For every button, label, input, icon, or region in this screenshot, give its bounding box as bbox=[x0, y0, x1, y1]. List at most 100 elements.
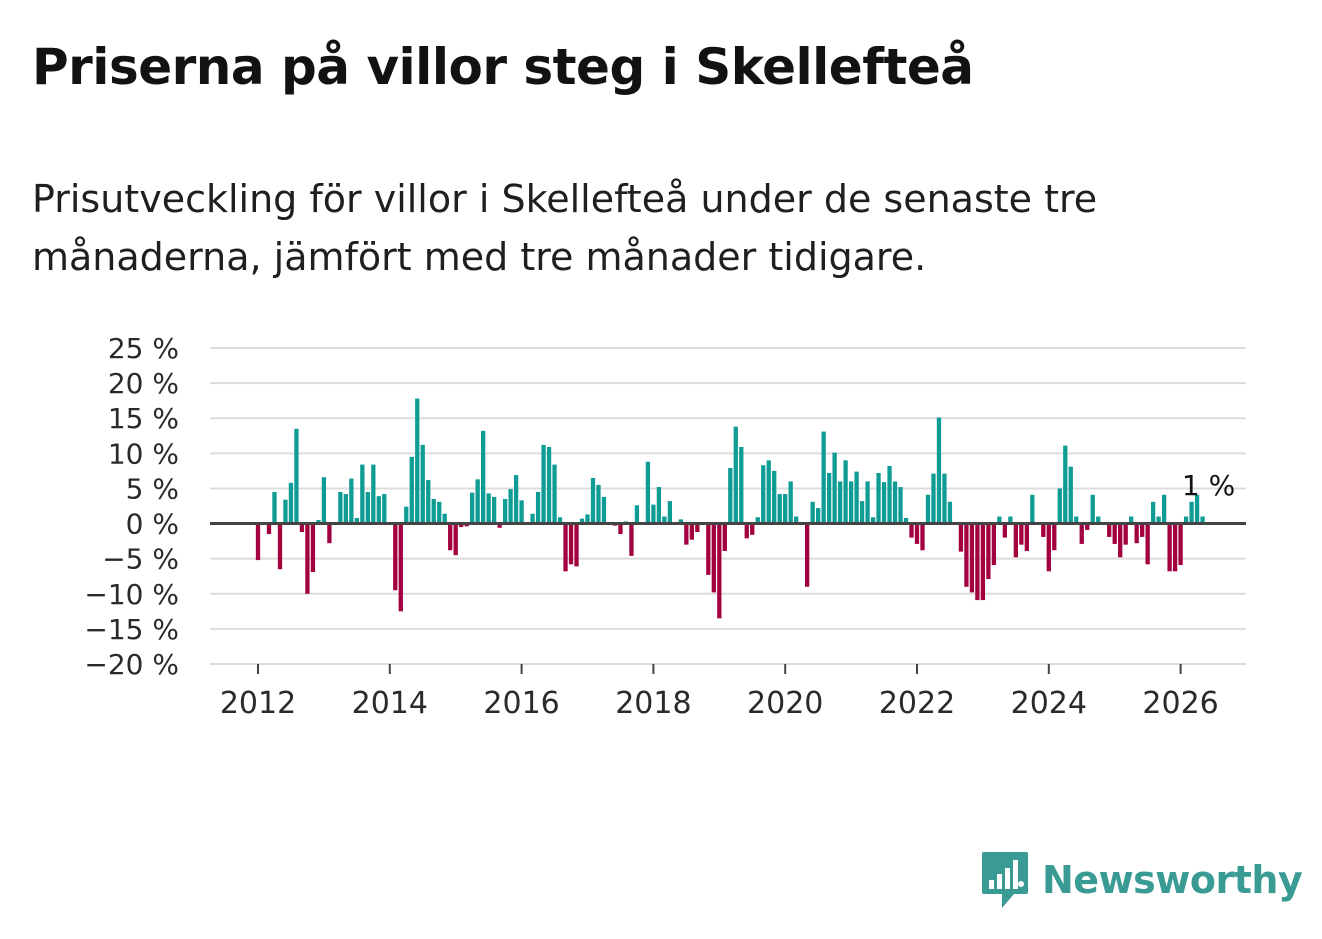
bar bbox=[997, 516, 1002, 524]
bar bbox=[486, 493, 491, 524]
bar bbox=[360, 464, 365, 524]
bar bbox=[1079, 523, 1084, 544]
bar bbox=[546, 447, 552, 524]
bar bbox=[1183, 516, 1189, 524]
bar bbox=[299, 523, 305, 532]
bar bbox=[579, 518, 585, 524]
bar bbox=[382, 494, 387, 524]
bar bbox=[1194, 494, 1200, 524]
x-tick-label: 2026 bbox=[1142, 686, 1218, 721]
chart-subtitle: Prisutveckling för villor i Skellefteå u… bbox=[32, 177, 1098, 279]
bar bbox=[805, 523, 810, 587]
bar bbox=[772, 470, 777, 524]
bar bbox=[305, 523, 310, 594]
x-tick-label: 2024 bbox=[1011, 686, 1087, 721]
bar bbox=[903, 517, 909, 524]
bar bbox=[848, 481, 854, 524]
bar bbox=[1085, 523, 1090, 530]
bar bbox=[722, 523, 727, 551]
bar bbox=[826, 473, 832, 524]
bar bbox=[1013, 523, 1018, 558]
bar bbox=[755, 517, 760, 524]
bar bbox=[497, 523, 502, 528]
bar bbox=[1046, 523, 1051, 572]
bar bbox=[678, 519, 683, 524]
bar bbox=[519, 500, 524, 524]
bar bbox=[255, 523, 261, 561]
bar bbox=[393, 523, 398, 591]
bar bbox=[645, 461, 651, 524]
bar bbox=[618, 523, 623, 535]
x-tick-label: 2020 bbox=[747, 686, 823, 721]
bar bbox=[667, 501, 673, 524]
bar bbox=[437, 501, 442, 524]
bar bbox=[321, 477, 327, 524]
bar bbox=[821, 431, 826, 524]
bar bbox=[343, 494, 349, 524]
y-tick-label: 25 % bbox=[108, 332, 179, 365]
bar bbox=[283, 499, 288, 524]
bar bbox=[601, 496, 607, 524]
x-tick-label: 2014 bbox=[352, 686, 428, 721]
bar bbox=[541, 444, 546, 524]
bar bbox=[1063, 445, 1068, 524]
brand-name: Newsworthy bbox=[1042, 858, 1303, 902]
bar bbox=[739, 447, 744, 524]
bar bbox=[1156, 516, 1161, 524]
bar bbox=[1140, 523, 1145, 537]
bar bbox=[1024, 523, 1029, 551]
x-tick-label: 2018 bbox=[615, 686, 691, 721]
y-tick-label: 15 % bbox=[108, 402, 179, 435]
bar bbox=[656, 487, 662, 524]
bar bbox=[980, 523, 986, 601]
bar bbox=[585, 514, 590, 524]
bar bbox=[689, 523, 694, 540]
bar bbox=[470, 492, 475, 524]
bar bbox=[1107, 523, 1112, 537]
bar bbox=[914, 523, 920, 544]
bar bbox=[876, 473, 881, 524]
bar bbox=[1068, 466, 1073, 524]
x-tick-label: 2016 bbox=[483, 686, 559, 721]
y-tick-label: 5 % bbox=[126, 472, 179, 505]
bar bbox=[404, 506, 409, 524]
bar bbox=[634, 505, 640, 524]
bar bbox=[310, 523, 316, 573]
bar bbox=[788, 481, 793, 524]
bar bbox=[492, 496, 497, 524]
bar bbox=[986, 523, 991, 580]
bar bbox=[816, 508, 821, 524]
x-tick-label: 2012 bbox=[220, 686, 296, 721]
bar bbox=[991, 523, 997, 565]
bar bbox=[349, 478, 354, 524]
bar bbox=[931, 473, 936, 524]
bar bbox=[1002, 523, 1008, 538]
bar bbox=[695, 523, 700, 532]
bar bbox=[794, 516, 799, 524]
bar bbox=[629, 523, 634, 556]
y-tick-label: −15 % bbox=[84, 613, 179, 646]
bar bbox=[1200, 516, 1205, 524]
bar bbox=[453, 523, 458, 556]
bar bbox=[777, 494, 782, 524]
bar bbox=[448, 523, 453, 551]
bar bbox=[1172, 523, 1178, 572]
bar bbox=[651, 504, 656, 524]
bar bbox=[1178, 523, 1183, 565]
bar bbox=[508, 489, 513, 524]
bar bbox=[420, 444, 425, 524]
bar bbox=[376, 496, 381, 524]
bar bbox=[316, 520, 321, 524]
bar bbox=[1008, 516, 1013, 524]
bar bbox=[1189, 501, 1194, 524]
bar bbox=[1129, 516, 1134, 524]
bar bbox=[733, 426, 738, 524]
bar bbox=[766, 460, 771, 524]
x-tick-label: 2022 bbox=[879, 686, 955, 721]
bar bbox=[909, 523, 914, 538]
bar bbox=[947, 501, 953, 524]
bar bbox=[969, 523, 975, 593]
bar bbox=[1057, 488, 1062, 524]
bar bbox=[783, 494, 788, 524]
bar bbox=[958, 523, 964, 552]
